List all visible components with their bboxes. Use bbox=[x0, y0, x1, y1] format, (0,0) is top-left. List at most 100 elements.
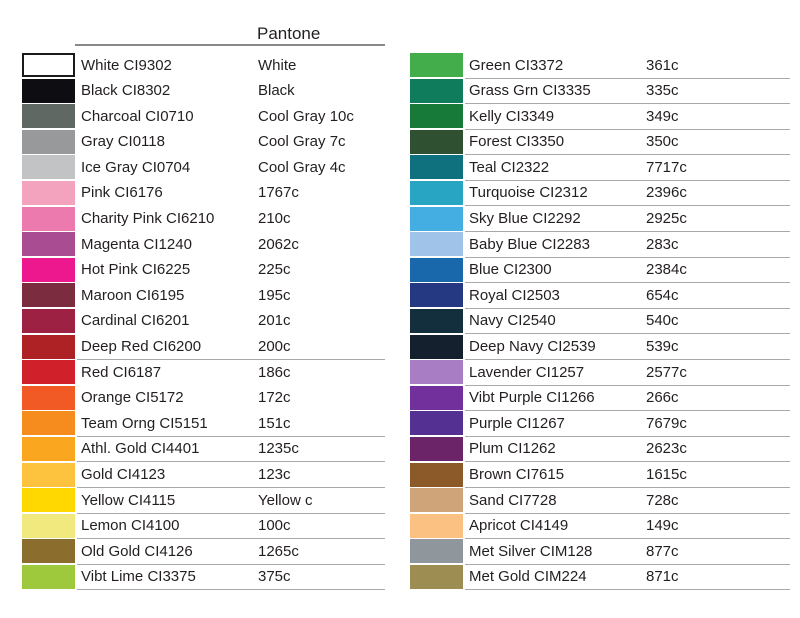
color-row: White CI9302 White bbox=[22, 53, 385, 77]
color-name-code: Red CI6187 bbox=[81, 365, 258, 380]
color-name-code: Grass Grn CI3335 bbox=[469, 83, 646, 98]
pantone-value: 335c bbox=[646, 82, 679, 100]
color-name-code: Orange CI5172 bbox=[81, 390, 258, 405]
color-code: CI4126 bbox=[144, 543, 193, 559]
color-name: Teal bbox=[469, 159, 497, 175]
color-name: Grass Grn bbox=[469, 83, 539, 99]
color-code: CI0710 bbox=[145, 108, 194, 124]
color-name-code: Lemon CI4100 bbox=[81, 518, 258, 533]
color-swatch bbox=[410, 411, 463, 436]
color-swatch bbox=[22, 385, 75, 410]
color-name: Maroon bbox=[81, 287, 132, 303]
color-row: Vibt Purple CI1266 266c bbox=[410, 385, 790, 412]
color-name-code: Turquoise CI2312 bbox=[469, 185, 646, 200]
color-name: Sky Blue bbox=[469, 211, 529, 227]
color-code: CI0118 bbox=[117, 134, 165, 150]
color-swatch bbox=[410, 334, 463, 359]
color-row: Met Silver CIM128 877c bbox=[410, 539, 790, 565]
color-row: Yellow CI4115 Yellow c bbox=[22, 488, 385, 514]
color-name: Navy bbox=[469, 313, 504, 329]
color-name-code: Met Silver CIM128 bbox=[469, 544, 646, 559]
color-row: Athl. Gold CI4401 1235c bbox=[22, 436, 385, 463]
color-row: Met Gold CIM224 871c bbox=[410, 564, 790, 591]
color-swatch bbox=[410, 104, 463, 129]
color-row: Sky Blue CI2292 2925c bbox=[410, 206, 790, 233]
color-row: Gray CI0118 Cool Gray 7c bbox=[22, 129, 385, 154]
color-name: Charcoal bbox=[81, 108, 142, 124]
pantone-value: 375c bbox=[258, 568, 291, 586]
header-divider bbox=[75, 44, 385, 46]
color-swatch bbox=[22, 462, 75, 487]
color-swatch bbox=[22, 104, 75, 129]
pantone-value: 2925c bbox=[646, 210, 687, 228]
color-row: Team Orng CI5151 151c bbox=[22, 411, 385, 437]
pantone-value: 2623c bbox=[646, 440, 687, 458]
color-name: Met Silver bbox=[469, 543, 536, 559]
color-code: CIM128 bbox=[539, 543, 593, 559]
color-row: Navy CI2540 540c bbox=[410, 308, 790, 335]
pantone-value: 1767c bbox=[258, 184, 299, 202]
color-swatch bbox=[410, 155, 463, 180]
color-name: Apricot bbox=[469, 518, 516, 534]
color-name: Black bbox=[81, 83, 118, 99]
pantone-value: Black bbox=[258, 82, 295, 100]
color-swatch bbox=[22, 334, 75, 359]
color-name-code: Navy CI2540 bbox=[469, 313, 646, 328]
color-row: Vibt Lime CI3375 375c bbox=[22, 564, 385, 591]
color-code: CI3350 bbox=[515, 134, 565, 150]
color-row: Lemon CI4100 100c bbox=[22, 513, 385, 540]
color-code: CI1240 bbox=[143, 236, 192, 252]
color-name-code: Forest CI3350 bbox=[469, 134, 646, 149]
color-row: Gold CI4123 123c bbox=[22, 462, 385, 488]
pantone-value: 172c bbox=[258, 389, 291, 407]
color-row: Blue CI2300 2384c bbox=[410, 257, 790, 284]
color-name-code: Purple CI1267 bbox=[469, 416, 646, 431]
color-name: Old Gold bbox=[81, 543, 141, 559]
color-row: Baby Blue CI2283 283c bbox=[410, 232, 790, 258]
pantone-value: Cool Gray 7c bbox=[258, 133, 346, 151]
color-swatch bbox=[22, 411, 75, 436]
color-swatch bbox=[410, 180, 463, 205]
color-name: Deep Red bbox=[81, 339, 149, 355]
color-name: Orange bbox=[81, 390, 132, 406]
color-swatch bbox=[410, 129, 463, 154]
pantone-value: 877c bbox=[646, 542, 679, 560]
pantone-value: 195c bbox=[258, 286, 291, 304]
color-name: Turquoise bbox=[469, 185, 536, 201]
color-swatch bbox=[22, 513, 75, 538]
color-swatch bbox=[410, 53, 463, 77]
color-name: White bbox=[81, 57, 120, 73]
color-code: CI3372 bbox=[514, 57, 564, 73]
color-code: CI7728 bbox=[508, 492, 557, 508]
color-code: CI2292 bbox=[532, 211, 581, 227]
color-row: Pink CI6176 1767c bbox=[22, 180, 385, 205]
pantone-value: 283c bbox=[646, 235, 679, 253]
color-swatch bbox=[410, 539, 463, 564]
color-name: Gray bbox=[81, 134, 114, 150]
pantone-value: 225c bbox=[258, 261, 291, 279]
color-swatch bbox=[410, 78, 463, 103]
right-color-column: Green CI3372 361c Grass Grn CI3335 335c Kell… bbox=[410, 53, 790, 591]
color-code: CI5172 bbox=[135, 390, 184, 406]
color-row: Green CI3372 361c bbox=[410, 53, 790, 79]
color-row: Red CI6187 186c bbox=[22, 360, 385, 385]
color-name-code: Deep Red CI6200 bbox=[81, 339, 258, 354]
color-row: Plum CI1262 2623c bbox=[410, 436, 790, 463]
color-swatch bbox=[22, 308, 75, 333]
color-swatch bbox=[410, 436, 463, 461]
pantone-value: 1615c bbox=[646, 466, 687, 483]
color-name-code: Kelly CI3349 bbox=[469, 109, 646, 124]
color-name-code: Gray CI0118 bbox=[81, 134, 258, 149]
color-name: Pink bbox=[81, 185, 111, 201]
pantone-value: 2396c bbox=[646, 184, 687, 202]
left-color-column: White CI9302 White Black CI8302 Black Charco… bbox=[22, 53, 385, 591]
color-row: Deep Navy CI2539 539c bbox=[410, 334, 790, 361]
color-name: Charity Pink bbox=[81, 211, 162, 227]
color-row: Maroon CI6195 195c bbox=[22, 283, 385, 308]
color-code: CI6210 bbox=[166, 211, 215, 227]
pantone-value: 349c bbox=[646, 107, 679, 125]
color-swatch bbox=[22, 155, 75, 180]
color-swatch bbox=[22, 360, 75, 385]
color-row: Lavender CI1257 2577c bbox=[410, 360, 790, 386]
color-code: CI3375 bbox=[147, 569, 196, 585]
